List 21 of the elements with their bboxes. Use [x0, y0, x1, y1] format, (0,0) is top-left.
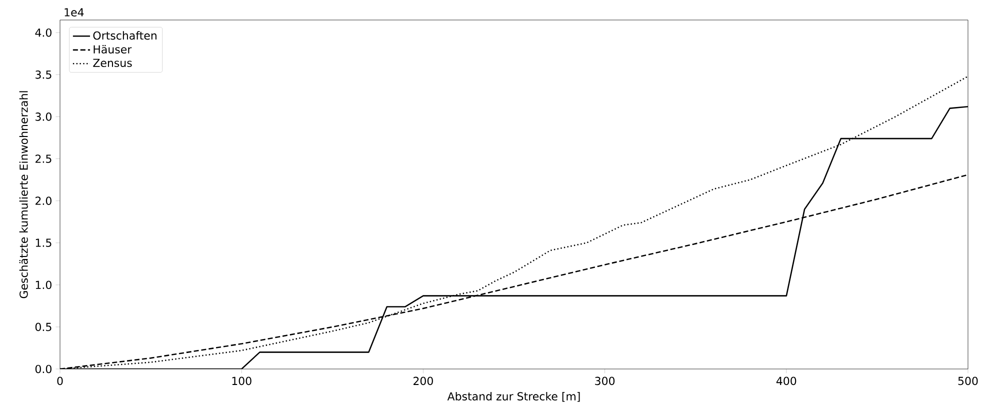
legend-label: Zensus: [93, 58, 132, 68]
x-tick-label: 200: [414, 376, 433, 386]
y-tick-label: 0.0: [35, 364, 52, 374]
x-tick-label: 500: [958, 376, 978, 386]
y-tick-label: 1.5: [36, 238, 52, 247]
legend-label: Häuser: [94, 45, 132, 54]
y-axis-title: Geschätzte kumulierte Einwohnerzahl: [19, 91, 28, 298]
y-tick-label: 3.0: [36, 112, 52, 121]
y-tick-label: 2.5: [36, 154, 52, 163]
y-tick-label: 1.0: [36, 280, 52, 290]
y-tick-label: 0.5: [35, 322, 52, 332]
y-tick-label: 3.5: [36, 70, 52, 79]
x-tick-label: 400: [776, 376, 796, 386]
x-tick-label: 0: [57, 376, 63, 386]
legend-label: Ortschaften: [93, 31, 156, 40]
y-tick-label: 4.0: [35, 28, 52, 37]
text: 1e4: [64, 8, 84, 16]
x-tick-label: 300: [595, 376, 615, 386]
x-axis-title: Abstand zur Strecke [m]: [447, 392, 580, 402]
y-tick-label: 2.0: [36, 196, 52, 205]
x-tick-label: 100: [232, 376, 252, 386]
